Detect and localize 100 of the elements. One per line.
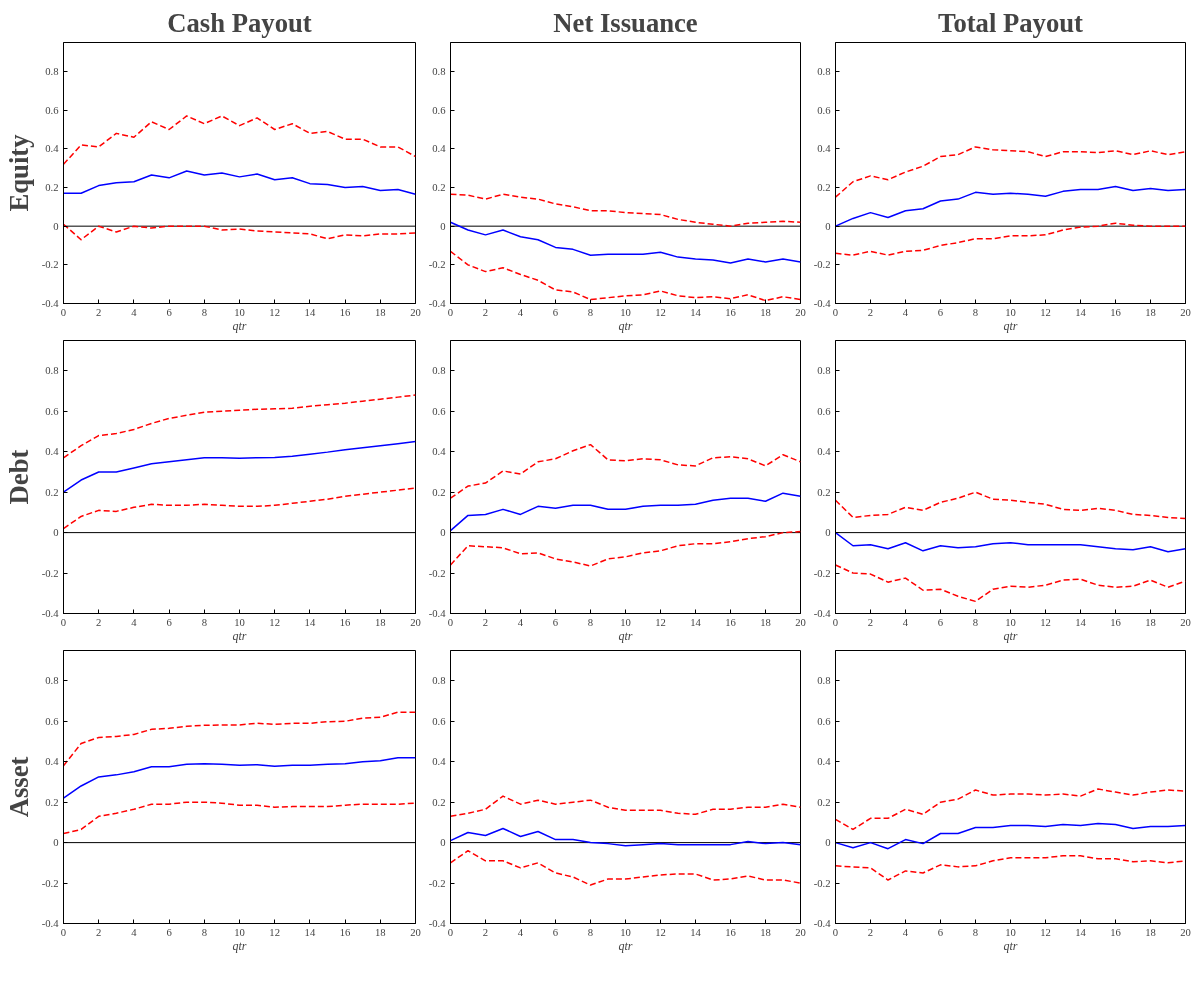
x-tick-label: 6 xyxy=(937,306,944,318)
x-axis-title: qtr xyxy=(1003,318,1018,333)
y-tick-label: 0 xyxy=(825,527,831,539)
x-tick-label: 12 xyxy=(1040,306,1051,318)
x-tick-label: 12 xyxy=(655,306,666,318)
x-tick-label: 16 xyxy=(339,306,352,318)
y-axis-title: Equity xyxy=(3,133,34,212)
y-tick-label: 0.2 xyxy=(432,796,446,808)
y-tick-label: 0.8 xyxy=(817,66,831,77)
x-tick-label: 2 xyxy=(482,616,489,628)
x-tick-label: 16 xyxy=(339,616,352,628)
y-tick-label: 0.4 xyxy=(817,756,832,768)
x-tick-label: 8 xyxy=(972,306,979,318)
x-tick-label: 10 xyxy=(1005,926,1016,938)
y-tick-label: 0.8 xyxy=(45,675,59,687)
x-tick-label: 10 xyxy=(620,926,631,938)
y-tick-label: -0.4 xyxy=(428,608,447,619)
y-tick-label: 0.8 xyxy=(432,675,446,687)
x-axis-title: qtr xyxy=(232,318,247,333)
x-tick-label: 18 xyxy=(374,926,386,938)
x-tick-label: 18 xyxy=(760,926,771,938)
x-tick-label: 16 xyxy=(725,616,737,628)
y-tick-label: 0.6 xyxy=(817,104,832,116)
x-tick-label: 4 xyxy=(517,616,524,628)
x-tick-label: 14 xyxy=(304,616,316,628)
x-tick-label: 12 xyxy=(655,926,666,938)
x-tick-label: 12 xyxy=(1040,926,1051,938)
y-tick-label: 0 xyxy=(440,220,446,232)
x-tick-label: 14 xyxy=(304,926,316,938)
y-tick-label: 0.8 xyxy=(817,675,831,687)
x-tick-label: 12 xyxy=(269,616,281,628)
x-axis-title: qtr xyxy=(618,938,633,953)
y-tick-label: 0.2 xyxy=(45,182,59,193)
x-tick-label: 20 xyxy=(1180,926,1191,938)
x-tick-label: 16 xyxy=(1110,926,1122,938)
y-tick-label: 0.6 xyxy=(45,715,60,727)
y-tick-label: 0.2 xyxy=(45,796,59,808)
y-tick-label: 0.6 xyxy=(45,405,60,417)
x-tick-label: 6 xyxy=(552,616,559,628)
x-tick-label: 18 xyxy=(374,306,386,318)
y-tick-label: 0 xyxy=(825,220,831,232)
x-tick-label: 4 xyxy=(902,616,909,628)
x-tick-label: 18 xyxy=(1145,926,1156,938)
x-axis-title: qtr xyxy=(1003,938,1018,953)
y-tick-label: -0.2 xyxy=(41,877,59,889)
x-tick-label: 16 xyxy=(339,926,352,938)
x-tick-label: 14 xyxy=(1075,926,1087,938)
y-tick-label: -0.4 xyxy=(813,918,832,929)
y-tick-label: 0.4 xyxy=(432,446,447,458)
x-tick-label: 12 xyxy=(269,306,281,318)
x-tick-label: 2 xyxy=(96,926,102,938)
x-tick-label: 10 xyxy=(620,306,631,318)
y-tick-label: 0.8 xyxy=(432,66,446,77)
x-tick-label: 6 xyxy=(552,926,559,938)
y-tick-label: 0 xyxy=(440,527,446,539)
y-tick-label: 0.8 xyxy=(45,66,59,77)
y-tick-label: 0.4 xyxy=(432,756,447,768)
y-tick-label: 0 xyxy=(53,220,59,232)
x-tick-label: 14 xyxy=(1075,306,1087,318)
x-tick-label: 20 xyxy=(1180,616,1191,628)
x-tick-label: 4 xyxy=(902,926,909,938)
x-tick-label: 16 xyxy=(725,306,737,318)
x-tick-label: 14 xyxy=(690,926,702,938)
x-tick-label: 14 xyxy=(690,306,702,318)
x-tick-label: 16 xyxy=(725,926,737,938)
x-tick-label: 8 xyxy=(972,616,979,628)
x-tick-label: 20 xyxy=(410,616,421,628)
x-tick-label: 16 xyxy=(1110,306,1122,318)
x-tick-label: 18 xyxy=(374,616,386,628)
y-axis-title: Asset xyxy=(3,756,34,818)
y-tick-label: -0.4 xyxy=(813,608,832,619)
x-tick-label: 2 xyxy=(482,926,489,938)
y-tick-label: 0 xyxy=(53,527,59,539)
y-tick-label: -0.2 xyxy=(428,567,446,579)
y-axis-title: Debt xyxy=(3,449,34,505)
y-tick-label: -0.4 xyxy=(41,918,60,929)
y-tick-label: 0.8 xyxy=(817,365,831,377)
x-tick-label: 6 xyxy=(937,926,944,938)
x-tick-label: 16 xyxy=(1110,616,1122,628)
x-axis-title: qtr xyxy=(618,628,633,643)
x-tick-label: 6 xyxy=(937,616,944,628)
x-tick-label: 20 xyxy=(795,306,806,318)
x-tick-label: 8 xyxy=(587,616,594,628)
y-tick-label: 0.4 xyxy=(817,143,832,155)
x-tick-label: 20 xyxy=(1180,306,1191,318)
y-tick-label: 0.2 xyxy=(432,486,446,498)
x-tick-label: 10 xyxy=(1005,306,1016,318)
x-tick-label: 8 xyxy=(587,306,594,318)
x-tick-label: 4 xyxy=(517,926,524,938)
y-tick-label: 0.4 xyxy=(817,446,832,458)
x-tick-label: 10 xyxy=(234,616,245,628)
x-tick-label: 20 xyxy=(410,926,421,938)
y-tick-label: 0.2 xyxy=(432,182,446,193)
y-tick-label: 0.6 xyxy=(45,104,60,116)
y-tick-label: -0.2 xyxy=(41,567,59,579)
x-tick-label: 12 xyxy=(655,616,666,628)
x-tick-label: 14 xyxy=(304,306,316,318)
y-tick-label: -0.4 xyxy=(41,298,60,309)
y-tick-label: -0.2 xyxy=(428,259,446,271)
x-tick-label: 10 xyxy=(1005,616,1016,628)
